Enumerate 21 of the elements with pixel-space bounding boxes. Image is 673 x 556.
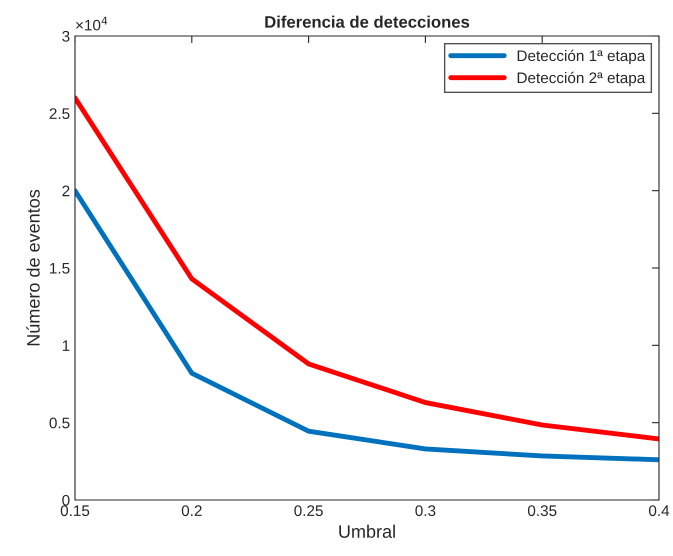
chart-title: Diferencia de detecciones: [265, 16, 470, 28]
y-tick-label: 1: [62, 340, 70, 351]
x-tick-label: 0.25: [294, 505, 323, 516]
line-series: [75, 95, 659, 442]
x-tick-label: 0.15: [60, 505, 90, 516]
y-tick-label: 2.5: [50, 108, 70, 120]
x-axis-title: Umbral: [339, 524, 395, 538]
x-tick-label: 0.4: [648, 505, 670, 516]
legend-label: Detección 2ª etapa: [518, 72, 646, 86]
x-tick-label: 0.2: [182, 505, 202, 516]
y-tick-label: 1.5: [50, 263, 70, 274]
y-tick-label: 0.5: [50, 418, 70, 428]
text: ×10$^{4}$: [76, 16, 108, 31]
y-tick-label: 0: [62, 494, 70, 506]
x-tick-label: 0.35: [528, 505, 556, 516]
y-tick-label: 2: [62, 186, 70, 196]
line-series: [75, 188, 659, 462]
y-tick-label: 3: [62, 30, 70, 42]
legend-label: Detección 1ª etapa: [518, 50, 646, 64]
x-tick-label: 0.3: [415, 505, 436, 516]
y-axis-title: Número de eventos: [26, 190, 40, 346]
